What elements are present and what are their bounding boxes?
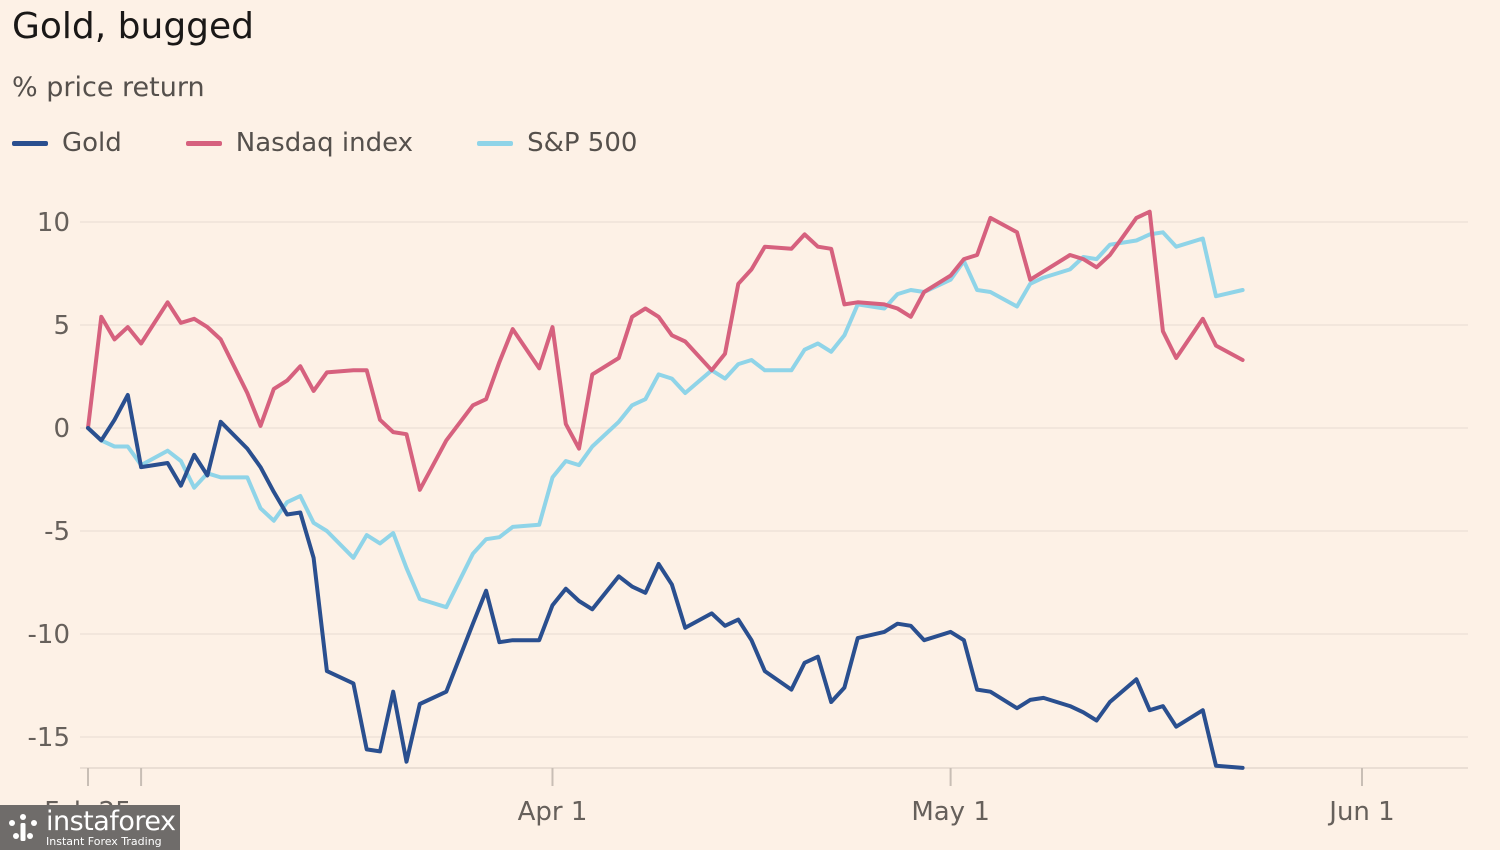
- series-layer: [86, 209, 1245, 770]
- legend-label-sp500: S&P 500: [527, 128, 638, 158]
- legend-swatch-gold: [12, 140, 48, 146]
- watermark-name: instaforex: [46, 806, 176, 837]
- y-tick-label: 5: [53, 311, 70, 341]
- chart-subtitle: % price return: [12, 72, 205, 103]
- x-tick-label: Jun 1: [1327, 797, 1394, 827]
- legend-item-nasdaq: Nasdaq index: [185, 128, 414, 158]
- grid-layer: [80, 221, 1468, 738]
- gold-line: [86, 393, 1245, 770]
- chart-title: Gold, bugged: [12, 6, 255, 47]
- nasdaq-line: [86, 209, 1245, 492]
- chart-legend: Gold Nasdaq index S&P 500: [12, 128, 701, 158]
- legend-label-gold: Gold: [62, 128, 122, 158]
- y-tick-label: 0: [53, 414, 70, 444]
- watermark-tagline: Instant Forex Trading: [46, 835, 162, 848]
- legend-swatch-sp500: [477, 140, 514, 146]
- legend-label-nasdaq: Nasdaq index: [235, 128, 414, 158]
- legend-item-sp500: S&P 500: [477, 128, 637, 158]
- y-tick-label: 10: [37, 208, 70, 238]
- sp500-line: [86, 230, 1245, 610]
- instaforex-watermark: instaforex Instant Forex Trading: [0, 805, 180, 850]
- y-tick-label: -15: [28, 723, 70, 753]
- legend-item-gold: Gold: [12, 128, 122, 158]
- x-tick-label: Apr 1: [518, 797, 588, 827]
- y-tick-label: -5: [44, 517, 70, 547]
- instaforex-logo-icon: [9, 813, 37, 841]
- legend-swatch-nasdaq: [185, 140, 222, 146]
- x-tick-label: May 1: [911, 797, 990, 827]
- y-tick-label: -10: [28, 620, 70, 650]
